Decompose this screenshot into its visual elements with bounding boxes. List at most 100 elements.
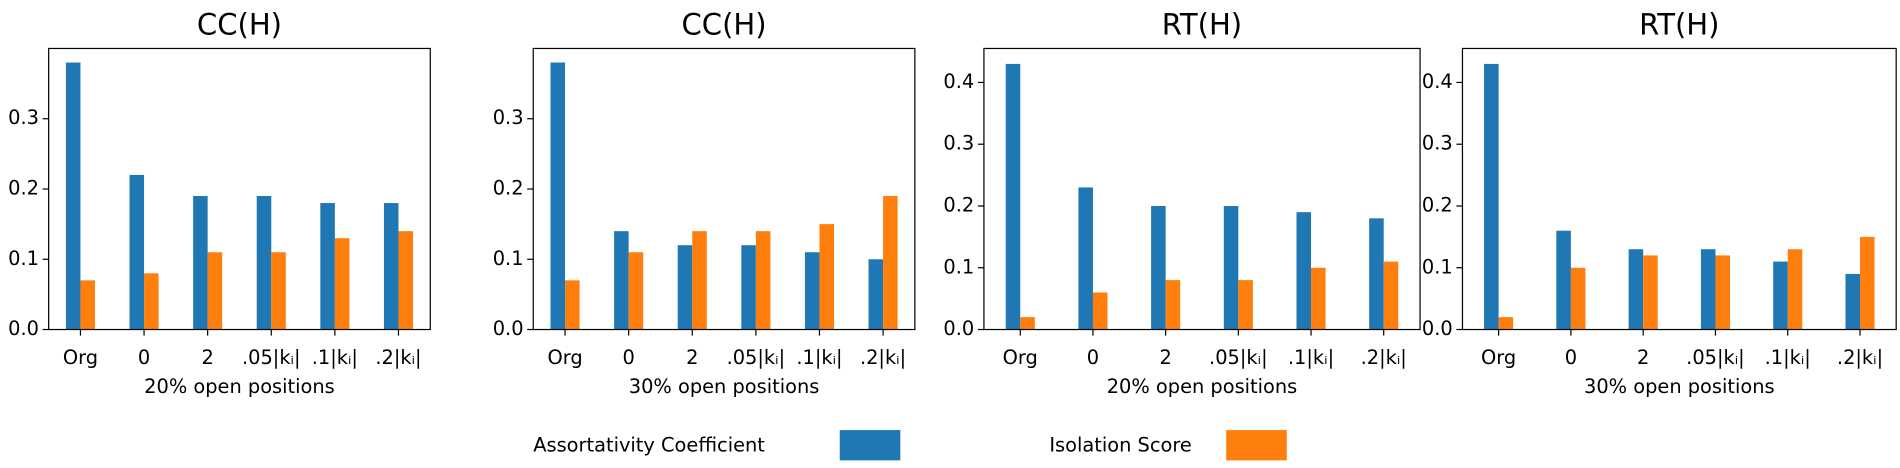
y-tick-label: 0.2 bbox=[8, 176, 39, 199]
x-tick-label: 0 bbox=[138, 346, 150, 369]
x-tick-label: Org bbox=[1481, 346, 1516, 369]
bar bbox=[1643, 255, 1658, 330]
x-tick-label: 0 bbox=[1087, 346, 1099, 369]
y-tick-label: 0.4 bbox=[943, 70, 974, 93]
bar bbox=[320, 203, 335, 330]
y-tick-label: 0.1 bbox=[943, 255, 974, 278]
bar bbox=[1860, 236, 1875, 330]
plot-frame bbox=[532, 47, 916, 331]
legend-swatch bbox=[839, 430, 901, 461]
bar bbox=[1787, 249, 1803, 330]
y-tick-label: 0.3 bbox=[1422, 132, 1453, 155]
x-tick-label: Org bbox=[1003, 346, 1038, 369]
x-axis-label: 20% open positions bbox=[1107, 375, 1298, 398]
y-tick-label: 0.2 bbox=[943, 193, 974, 216]
bar bbox=[1092, 292, 1108, 330]
bar bbox=[565, 280, 580, 330]
x-tick-label: 2 bbox=[201, 346, 213, 369]
bar bbox=[1151, 205, 1166, 330]
y-tick-label: 0.3 bbox=[493, 106, 524, 129]
plot-frame bbox=[1461, 47, 1897, 331]
bar bbox=[1845, 273, 1861, 330]
x-tick-label: 2 bbox=[1159, 346, 1171, 369]
y-tick-label: 0.4 bbox=[1422, 70, 1453, 93]
bar bbox=[883, 196, 898, 330]
bar bbox=[1223, 205, 1239, 330]
bar bbox=[1628, 249, 1644, 330]
bar bbox=[755, 231, 771, 330]
bar bbox=[1238, 280, 1253, 330]
x-axis-label: 20% open positions bbox=[144, 375, 335, 398]
bar bbox=[383, 203, 399, 330]
y-tick-label: 0.1 bbox=[8, 247, 39, 270]
y-tick-label: 0.0 bbox=[8, 317, 39, 340]
x-tick-label: .05|kᵢ| bbox=[242, 346, 301, 369]
bar bbox=[193, 196, 208, 330]
y-tick-label: 0.0 bbox=[1422, 317, 1453, 340]
bar bbox=[129, 174, 145, 330]
x-tick-label: .2|kᵢ| bbox=[1837, 346, 1883, 369]
bar bbox=[614, 231, 629, 330]
bar bbox=[1700, 249, 1716, 330]
plot-frame bbox=[48, 47, 431, 331]
bar bbox=[868, 259, 884, 330]
bar bbox=[65, 62, 81, 330]
plot-frame bbox=[983, 47, 1421, 331]
chart-title: RT(H) bbox=[1639, 8, 1719, 42]
x-tick-label: Org bbox=[63, 346, 98, 369]
bar bbox=[1773, 261, 1788, 330]
y-tick-label: 0.0 bbox=[493, 317, 524, 340]
bar bbox=[1020, 317, 1035, 330]
bar bbox=[1715, 255, 1730, 330]
x-tick-label: .2|kᵢ| bbox=[375, 346, 421, 369]
x-tick-label: 0 bbox=[622, 346, 634, 369]
x-tick-label: .05|kᵢ| bbox=[1209, 346, 1268, 369]
bar bbox=[1383, 261, 1399, 330]
legend-label: Isolation Score bbox=[1049, 433, 1191, 456]
bar bbox=[1005, 63, 1021, 330]
bar bbox=[334, 238, 350, 330]
x-tick-label: 0 bbox=[1565, 346, 1577, 369]
chart-title: CC(H) bbox=[681, 8, 766, 42]
bar bbox=[80, 280, 95, 330]
legend-label: Assortativity Coefficient bbox=[533, 433, 765, 456]
bar bbox=[144, 273, 159, 330]
y-tick-label: 0.0 bbox=[943, 317, 974, 340]
bar bbox=[271, 252, 286, 330]
chart-title: CC(H) bbox=[197, 8, 282, 42]
x-tick-label: .1|kᵢ| bbox=[312, 346, 358, 369]
bar bbox=[550, 62, 566, 330]
x-tick-label: .1|kᵢ| bbox=[1288, 346, 1334, 369]
bar bbox=[1484, 63, 1499, 330]
bar bbox=[1311, 267, 1326, 330]
bar bbox=[398, 231, 414, 330]
bar bbox=[207, 252, 223, 330]
legend-swatch bbox=[1226, 430, 1287, 461]
x-axis-label: 30% open positions bbox=[1584, 375, 1775, 398]
bar bbox=[819, 224, 834, 330]
y-tick-label: 0.3 bbox=[8, 106, 39, 129]
bar bbox=[692, 231, 707, 330]
y-tick-label: 0.2 bbox=[1422, 193, 1453, 216]
y-tick-label: 0.3 bbox=[943, 132, 974, 155]
bar bbox=[1556, 230, 1571, 330]
x-tick-label: Org bbox=[547, 346, 582, 369]
bar bbox=[1165, 280, 1181, 330]
bar bbox=[1078, 187, 1093, 330]
y-tick-label: 0.1 bbox=[493, 247, 524, 270]
x-tick-label: .2|kᵢ| bbox=[860, 346, 906, 369]
bar bbox=[804, 252, 820, 330]
x-tick-label: 2 bbox=[686, 346, 698, 369]
bar bbox=[628, 252, 644, 330]
x-axis-label: 30% open positions bbox=[629, 375, 820, 398]
bar bbox=[256, 196, 272, 330]
bar bbox=[741, 245, 756, 330]
x-tick-label: .05|kᵢ| bbox=[1686, 346, 1745, 369]
bar bbox=[1369, 218, 1384, 330]
bar bbox=[1570, 267, 1586, 330]
x-tick-label: .1|kᵢ| bbox=[796, 346, 842, 369]
y-tick-label: 0.2 bbox=[493, 176, 524, 199]
bar bbox=[677, 245, 693, 330]
x-tick-label: .05|kᵢ| bbox=[727, 346, 786, 369]
